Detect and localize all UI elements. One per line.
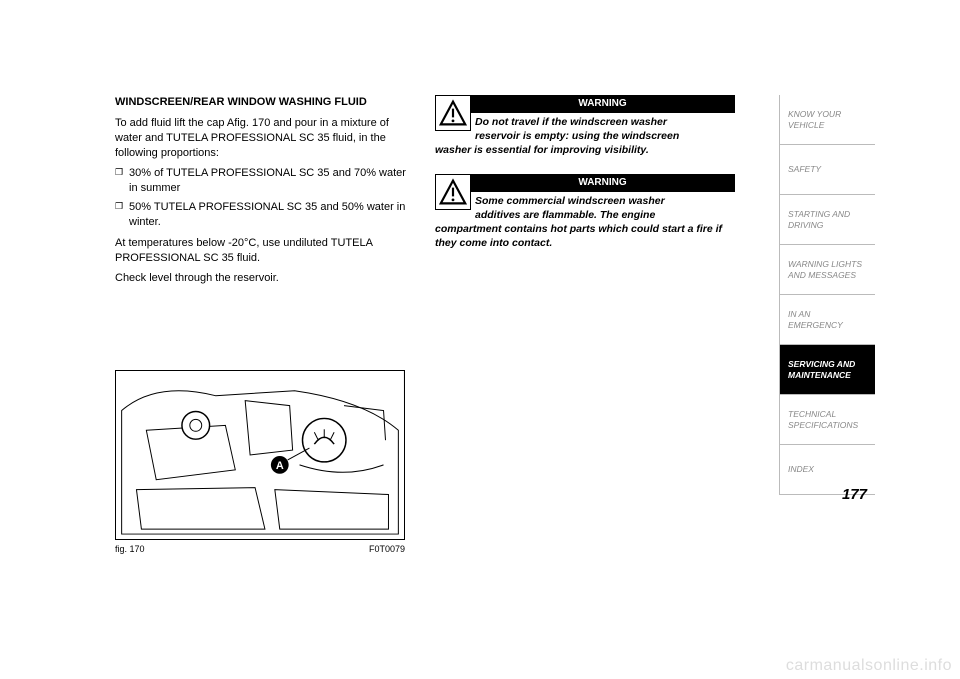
list-item: 30% of TUTELA PROFESSIONAL SC 35 and 70%… [115,166,407,196]
warning-title: WARNING [470,95,735,113]
warning-triangle-icon [435,174,471,210]
paragraph: Check level through the reservoir. [115,271,407,286]
figure-code: F0T0079 [369,543,405,555]
svg-text:A: A [276,460,284,472]
chapter-tabs: KNOW YOUR VEHICLE SAFETY STARTING AND DR… [779,95,875,495]
tab-emergency[interactable]: IN AN EMERGENCY [779,295,875,345]
paragraph: At temperatures below -20°C, use undilut… [115,236,407,266]
warning-text: Some commercial windscreen washer additi… [435,192,735,251]
left-column: WINDSCREEN/REAR WINDOW WASHING FLUID To … [115,95,425,615]
intro-paragraph: To add fluid lift the cap Afig. 170 and … [115,116,407,161]
engine-figure: A [115,370,405,540]
tab-know-your-vehicle[interactable]: KNOW YOUR VEHICLE [779,95,875,145]
warning-box: WARNING Some commercial windscreen washe… [435,174,735,251]
warning-text: Do not travel if the windscreen washer r… [435,113,735,158]
page-number: 177 [842,486,867,503]
warning-title: WARNING [470,174,735,192]
section-heading: WINDSCREEN/REAR WINDOW WASHING FLUID [115,95,407,110]
tab-starting-and-driving[interactable]: STARTING AND DRIVING [779,195,875,245]
right-column: WARNING Do not travel if the windscreen … [425,95,735,615]
list-item: 50% TUTELA PROFESSIONAL SC 35 and 50% wa… [115,200,407,230]
tab-technical-specs[interactable]: TECHNICAL SPECIFICATIONS [779,395,875,445]
engine-diagram-svg: A [116,371,404,539]
watermark: carmanualsonline.info [786,657,952,675]
warning-box: WARNING Do not travel if the windscreen … [435,95,735,158]
warning-triangle-icon [435,95,471,131]
tab-warning-lights[interactable]: WARNING LIGHTS AND MESSAGES [779,245,875,295]
figure-label: fig. 170 [115,543,145,555]
manual-page: WINDSCREEN/REAR WINDOW WASHING FLUID To … [115,95,875,615]
figure-block: A fig. 170 F0T0079 [115,370,405,555]
figure-caption: fig. 170 F0T0079 [115,543,405,555]
tab-servicing-maintenance[interactable]: SERVICING AND MAINTENANCE [779,345,875,395]
tab-safety[interactable]: SAFETY [779,145,875,195]
bullet-list: 30% of TUTELA PROFESSIONAL SC 35 and 70%… [115,166,407,229]
